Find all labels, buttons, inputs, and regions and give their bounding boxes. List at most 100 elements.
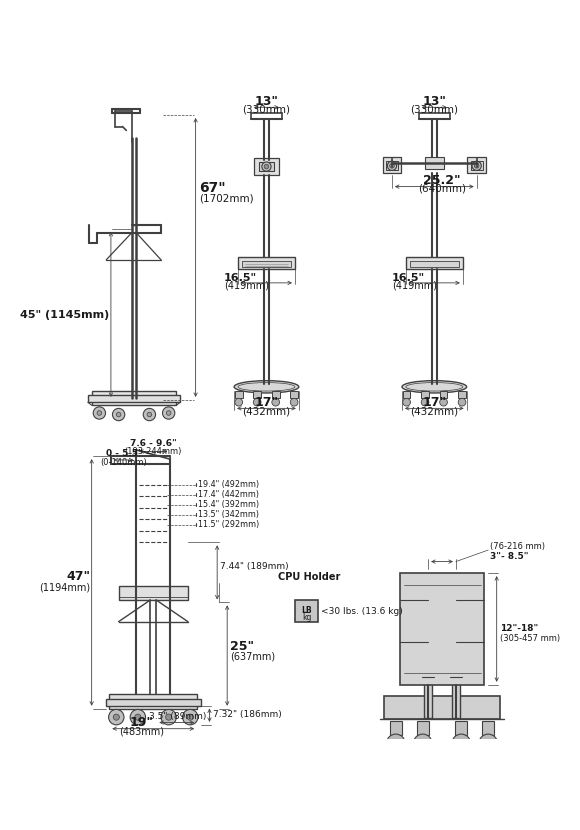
Bar (238, 256, 295, 269)
Text: (419mm): (419mm) (392, 281, 437, 291)
Text: (432mm): (432mm) (410, 407, 458, 417)
Text: 11.5" (292mm): 11.5" (292mm) (198, 520, 259, 530)
Circle shape (162, 407, 175, 419)
Text: 3.5" (89mm): 3.5" (89mm) (149, 712, 206, 721)
Bar (406, 256, 463, 269)
Text: (640mm): (640mm) (418, 184, 466, 194)
Circle shape (472, 161, 481, 170)
Text: 25.2": 25.2" (423, 174, 461, 187)
Bar (425, 157, 444, 168)
Ellipse shape (402, 381, 467, 393)
Circle shape (117, 413, 121, 417)
Text: 19": 19" (130, 716, 154, 729)
Text: 13": 13" (422, 95, 447, 109)
Bar (400, 574, 484, 685)
Bar (425, 595, 432, 718)
Text: (1194mm): (1194mm) (39, 583, 90, 593)
Bar (403, 391, 411, 398)
Bar (390, 721, 402, 735)
Text: 25": 25" (230, 640, 255, 653)
Circle shape (264, 164, 269, 168)
Text: LB: LB (301, 607, 312, 615)
Text: (419mm): (419mm) (224, 281, 269, 291)
Circle shape (421, 398, 429, 406)
Circle shape (108, 710, 124, 725)
Bar (92, 392, 176, 405)
Circle shape (93, 407, 106, 419)
Text: (432mm): (432mm) (242, 407, 291, 417)
Text: 19.4" (492mm): 19.4" (492mm) (198, 480, 259, 489)
Circle shape (387, 161, 397, 170)
Circle shape (458, 740, 465, 747)
Bar (452, 595, 460, 718)
Text: (637mm): (637mm) (230, 652, 276, 662)
Text: 12"-18": 12"-18" (500, 624, 538, 633)
Circle shape (113, 714, 119, 720)
Circle shape (97, 411, 101, 415)
Bar (259, 162, 274, 171)
Circle shape (414, 734, 432, 753)
Circle shape (147, 413, 152, 417)
Circle shape (484, 740, 492, 747)
Circle shape (390, 164, 394, 168)
Circle shape (262, 162, 271, 171)
Bar (254, 159, 279, 175)
Text: (330mm): (330mm) (242, 105, 291, 115)
Circle shape (235, 398, 242, 406)
Text: 47": 47" (66, 570, 90, 583)
Circle shape (291, 398, 298, 406)
Text: (193-244mm): (193-244mm) (125, 447, 182, 456)
Bar (467, 158, 486, 173)
Circle shape (253, 398, 261, 406)
Bar (458, 391, 466, 398)
Text: 17.4" (442mm): 17.4" (442mm) (198, 490, 259, 499)
Text: CPU Holder: CPU Holder (278, 572, 340, 582)
Text: 13.5" (342mm): 13.5" (342mm) (198, 510, 259, 519)
Bar (383, 158, 401, 173)
Circle shape (387, 734, 405, 753)
Text: 45" (1145mm): 45" (1145mm) (20, 310, 110, 320)
Circle shape (130, 710, 146, 725)
Bar (455, 721, 467, 735)
Bar (253, 391, 261, 398)
Bar (242, 261, 291, 266)
Text: (305-457 mm): (305-457 mm) (500, 634, 560, 643)
Circle shape (272, 398, 280, 406)
Bar (440, 391, 447, 398)
Circle shape (392, 740, 400, 747)
Bar (470, 161, 483, 170)
Bar (235, 391, 242, 398)
Bar (385, 696, 500, 720)
Circle shape (143, 408, 155, 421)
Bar (482, 721, 494, 735)
Text: 17": 17" (422, 396, 447, 408)
Circle shape (419, 740, 427, 747)
Bar (409, 261, 459, 266)
Text: (330mm): (330mm) (410, 105, 458, 115)
Circle shape (403, 398, 411, 406)
Circle shape (479, 734, 498, 753)
Text: 7.32" (186mm): 7.32" (186mm) (212, 710, 281, 720)
Text: 16.5": 16.5" (392, 273, 425, 283)
Text: 16.5": 16.5" (224, 273, 257, 283)
Bar (295, 600, 318, 622)
Circle shape (474, 164, 479, 168)
Bar (106, 700, 201, 706)
Circle shape (440, 398, 447, 406)
Text: 3"- 8.5": 3"- 8.5" (490, 552, 528, 561)
Bar (110, 694, 197, 710)
Circle shape (161, 710, 176, 725)
Bar (421, 391, 429, 398)
Text: (1702mm): (1702mm) (199, 193, 253, 203)
Text: 15.4" (392mm): 15.4" (392mm) (198, 500, 259, 509)
Bar (416, 721, 429, 735)
Circle shape (452, 734, 470, 753)
Text: (0-140mm): (0-140mm) (100, 458, 147, 466)
Bar (291, 391, 298, 398)
Ellipse shape (234, 381, 299, 393)
Text: 17": 17" (255, 396, 278, 408)
Text: 0 - 5.5": 0 - 5.5" (106, 448, 142, 457)
Text: 13": 13" (255, 95, 278, 109)
Circle shape (183, 710, 198, 725)
Text: <30 lbs. (13.6 kg): <30 lbs. (13.6 kg) (321, 608, 403, 616)
